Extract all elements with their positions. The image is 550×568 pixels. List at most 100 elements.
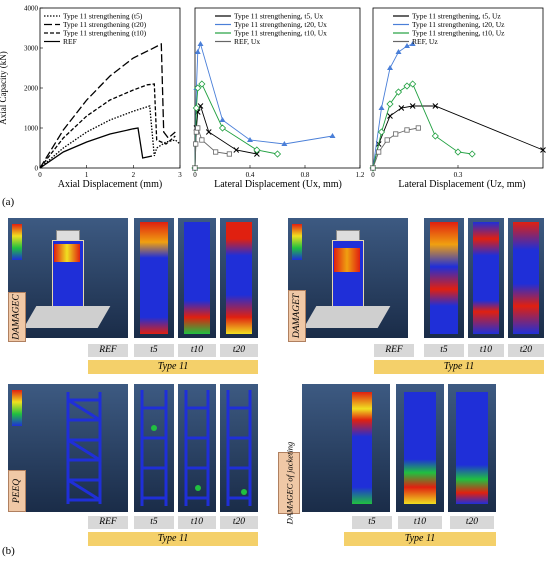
data-point <box>395 49 402 54</box>
damaget-t5-tag: t5 <box>424 344 464 357</box>
data-point <box>233 147 240 153</box>
legend-label: Type 11 strengthening (t5) <box>63 12 143 21</box>
series-line <box>194 83 278 169</box>
data-point <box>253 146 261 154</box>
data-point <box>195 125 201 131</box>
peeq-t10-tag: t10 <box>178 516 216 529</box>
data-point <box>194 84 202 92</box>
series-line <box>194 104 257 169</box>
data-point <box>197 41 204 46</box>
data-point <box>404 43 410 48</box>
x-tick-label: 0.8 <box>301 171 310 179</box>
data-point <box>409 80 417 88</box>
data-point <box>432 103 439 109</box>
data-point <box>199 137 205 143</box>
data-point <box>540 147 546 153</box>
data-point <box>398 105 405 111</box>
jacket-t10-tag: t10 <box>398 516 442 529</box>
damagec-ref-tag: REF <box>88 344 128 357</box>
series-line <box>372 83 473 169</box>
data-point <box>409 103 416 109</box>
data-point <box>384 137 390 143</box>
data-point <box>431 132 439 140</box>
damagec-side-label: DAMAGEC <box>8 292 26 342</box>
data-point <box>226 151 232 157</box>
x-tick-label: 0.4 <box>246 171 255 179</box>
y-tick-label: 3000 <box>24 45 39 53</box>
legend-label: Type 11 strengthening (t20) <box>63 20 147 29</box>
damagec-t20-tag: t20 <box>220 344 258 357</box>
data-point <box>394 88 403 96</box>
data-point <box>247 137 253 142</box>
data-point <box>376 149 382 155</box>
peeq-ref-tag: REF <box>88 516 128 529</box>
x-tick-label: 2 <box>132 171 136 179</box>
legend-label: Type 11 strengthening, t10, Ux <box>234 29 327 38</box>
x-tick-label: 3 <box>178 171 182 179</box>
damaget-ref-tag: REF <box>374 344 414 357</box>
peeq-t5-tag: t5 <box>134 516 174 529</box>
damagec-type-bar: Type 11 <box>88 360 258 374</box>
damagec-t10-tag: t10 <box>178 344 216 357</box>
legend-label: Type 11 strengthening, t20, Ux <box>234 20 327 29</box>
peeq-type-bar: Type 11 <box>88 532 258 546</box>
damagec-legend-bar <box>12 224 22 260</box>
axial-chart: Axial Capacity (kN) Axial Displacement (… <box>0 5 182 191</box>
legend-label: REF <box>63 37 77 46</box>
data-point <box>213 149 219 155</box>
data-point <box>205 129 212 135</box>
data-point <box>377 128 386 136</box>
data-point <box>273 150 282 158</box>
peeq-ref-panel <box>8 384 128 512</box>
damagec-ref-panel <box>8 218 128 338</box>
series-line <box>39 83 176 169</box>
data-point <box>193 141 199 147</box>
x-tick-label: 0 <box>371 171 375 179</box>
damaget-side-label: DAMAGET <box>288 290 306 342</box>
damaget-t20-tag: t20 <box>508 344 544 357</box>
data-point <box>194 49 201 54</box>
axial-chart-ylabel: Axial Capacity (kN) <box>0 51 8 124</box>
data-point <box>415 125 421 131</box>
legend-label: Type 11 strengthening, t5, Ux <box>234 12 323 21</box>
legend-label: Type 11 strengthening, t5, Uz <box>412 12 501 21</box>
legend-label: REF, Uz <box>412 37 438 46</box>
data-point <box>403 82 411 90</box>
peeq-ref-frame <box>66 392 102 504</box>
data-point <box>378 105 385 110</box>
jacket-side-label: DAMAGEC of jacketing <box>278 442 300 524</box>
series-line <box>372 105 544 169</box>
data-point <box>404 127 410 133</box>
data-point <box>198 80 206 88</box>
data-point <box>192 165 198 171</box>
series-line <box>39 105 181 169</box>
data-point <box>387 113 393 119</box>
data-point <box>409 41 416 46</box>
y-tick-label: 1000 <box>24 125 39 133</box>
damaget-ref-panel <box>288 218 408 338</box>
damaget-type-bar: Type 11 <box>374 360 544 374</box>
damagec-ref-base <box>23 306 111 328</box>
data-point <box>454 148 462 156</box>
data-point <box>329 133 336 138</box>
data-point <box>192 104 200 112</box>
damagec-t5-tag: t5 <box>134 344 174 357</box>
damaget-t10-tag: t10 <box>468 344 504 357</box>
charts-figure: Axial Capacity (kN) Axial Displacement (… <box>0 5 546 191</box>
series-line <box>372 43 413 169</box>
legend-label: Type 11 strengthening, t10, Uz <box>412 29 505 38</box>
data-point <box>468 150 476 158</box>
data-point <box>218 124 227 132</box>
uz-chart-xlabel: Lateral Displacement (Uz, mm) <box>398 179 525 190</box>
x-tick-label: 1 <box>85 171 89 179</box>
legend-label: REF, Ux <box>234 37 260 46</box>
part-a-label: (a) <box>2 196 15 208</box>
axial-chart-xlabel: Axial Displacement (mm) <box>58 179 162 190</box>
data-point <box>219 117 226 122</box>
lateral-ux-chart: Lateral Displacement (Ux, mm) 0 0.4 0.8 1.2… <box>191 7 365 190</box>
data-point <box>254 151 260 157</box>
series-line <box>39 127 153 169</box>
x-tick-label: 0.3 <box>454 171 463 179</box>
x-tick-label: 0 <box>38 171 42 179</box>
data-point <box>386 100 394 108</box>
